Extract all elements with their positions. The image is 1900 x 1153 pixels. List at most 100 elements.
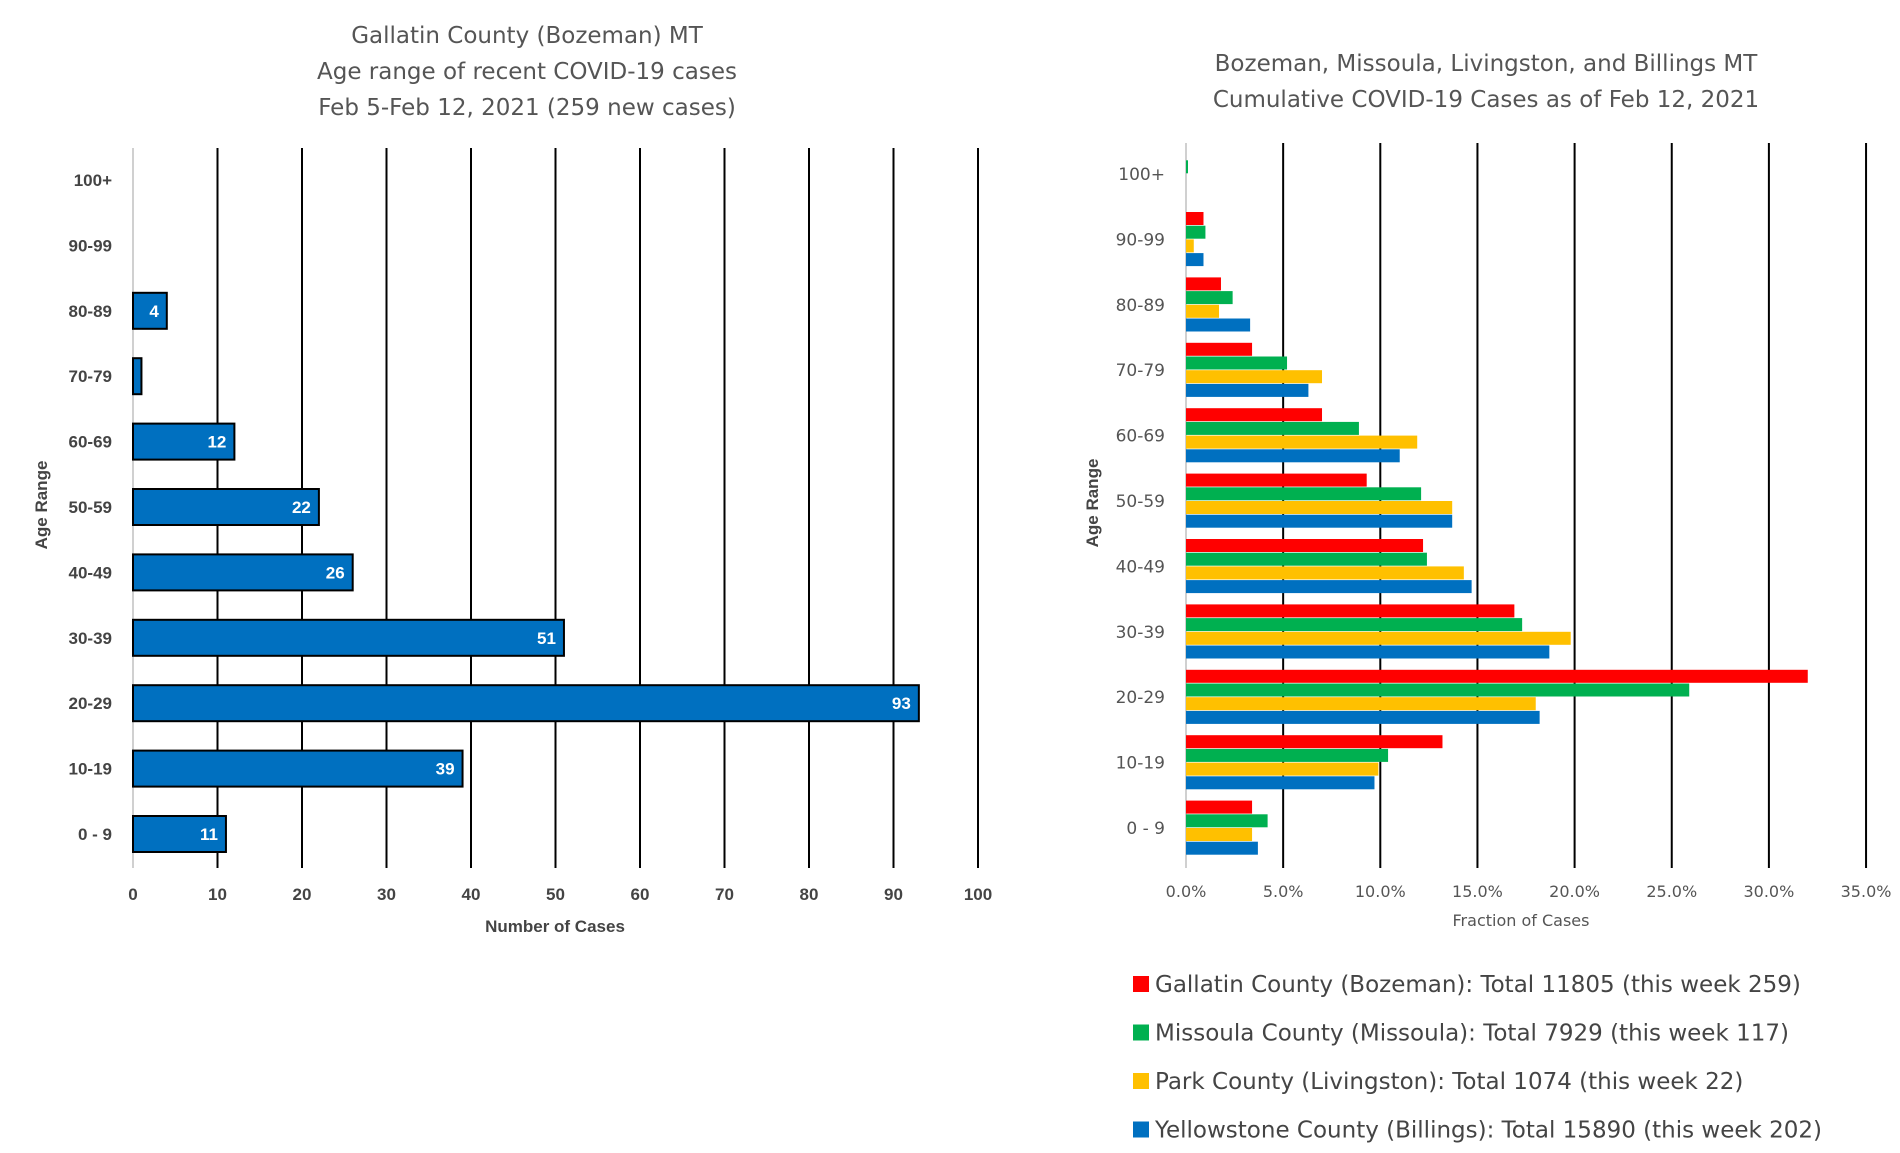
right-chart-bar [1186,697,1536,711]
left-chart-category-label: 70-79 [69,367,112,386]
left-chart-x-tick-label: 70 [715,885,734,904]
right-chart-bar [1186,435,1418,449]
left-chart-gridlines [132,148,979,868]
left-chart-data-label: 22 [292,498,311,517]
right-chart-category-label: 20-29 [1116,688,1165,708]
right-chart-bar [1186,748,1389,762]
left-chart-bar [132,749,464,788]
left-chart-x-tick-label: 30 [377,885,396,904]
right-chart-x-tick-label: 20.0% [1549,882,1600,901]
right-chart-legend: Gallatin County (Bozeman): Total 11805 (… [1133,972,1822,1144]
left-chart-y-axis-label: Age Range [32,461,51,550]
right-chart-bar [1186,253,1204,267]
right-chart-category-label: 70-79 [1116,361,1165,381]
right-chart-y-axis-label: Age Range [1083,459,1102,548]
left-chart-x-tick-label: 90 [884,885,903,904]
right-chart-bar [1186,604,1515,618]
left-chart-title-line3: Feb 5-Feb 12, 2021 (259 new cases) [318,95,736,121]
legend-entry-label: Missoula County (Missoula): Total 7929 (… [1155,1021,1789,1047]
left-chart-bar [132,488,320,526]
right-chart-x-tick-label: 15.0% [1452,882,1503,901]
left-chart-bar [132,684,920,723]
right-chart-bar [1186,710,1540,724]
right-chart-bar [1186,618,1523,632]
right-chart-category-labels: 0 - 9 10-19 20-29 30-39 40-49 50-59 60-69 70-79… [1116,165,1165,839]
left-chart-bars: 11 39 93 51 26 22 12 4 [132,291,920,853]
left-chart-x-tick-label: 20 [293,885,312,904]
right-chart-bar [1186,342,1253,356]
right-chart-bar [1186,841,1258,855]
right-chart-bar [1186,735,1443,749]
right-chart-bar [1186,762,1379,776]
right-chart-bar [1186,580,1472,594]
right-chart-bar [1186,239,1194,253]
legend-swatch [1133,976,1149,992]
right-chart-bar [1186,225,1206,239]
left-chart-category-label: 20-29 [69,694,112,713]
left-chart-title-line2: Age range of recent COVID-19 cases [317,59,737,85]
right-chart-bar [1186,291,1233,305]
right-chart-bar [1186,383,1309,397]
right-chart-x-tick-label: 0.0% [1166,882,1207,901]
right-chart-bar [1186,645,1550,659]
right-chart-bar [1186,370,1323,384]
left-chart-category-labels: 0 - 9 10-19 20-29 30-39 40-49 50-59 60-69 70-79… [69,171,113,844]
left-chart-category-label: 100+ [74,171,112,190]
left-chart-bar [132,422,236,461]
right-chart-bar [1186,683,1690,697]
right-chart-bar [1186,408,1323,422]
left-chart-bar [132,553,354,592]
right-chart-bar [1186,669,1808,683]
right-chart-title-line1: Bozeman, Missoula, Livingston, and Billi… [1215,51,1759,77]
left-chart-data-label: 4 [149,302,159,321]
left-chart-category-label: 40-49 [69,563,112,582]
legend-swatch [1133,1121,1149,1138]
right-chart-bar [1186,552,1427,566]
legend-entry-label: Gallatin County (Bozeman): Total 11805 (… [1155,972,1801,998]
right-chart-bar [1186,356,1288,370]
right-chart-x-tick-label: 5.0% [1263,882,1304,901]
right-chart-bar [1186,304,1220,318]
left-chart: Gallatin County (Bozeman) MT Age range o… [32,23,992,936]
left-chart-bar [132,357,143,396]
right-chart-category-label: 60-69 [1116,427,1165,447]
right-chart-bar [1186,487,1422,501]
right-chart-bar [1186,421,1359,435]
right-chart: Bozeman, Missoula, Livingston, and Billi… [1083,51,1891,1144]
right-chart-x-tick-label: 30.0% [1743,882,1794,901]
left-chart-x-tick-label: 50 [546,885,565,904]
left-chart-category-label: 90-99 [69,236,112,255]
left-chart-bar [132,618,565,657]
right-chart-bar [1186,814,1268,828]
left-chart-x-tick-label: 0 [128,885,137,904]
left-chart-category-label: 50-59 [69,498,112,517]
left-chart-category-label: 0 - 9 [78,825,112,844]
legend-entry-label: Park County (Livingston): Total 1074 (th… [1155,1069,1743,1095]
right-chart-bar [1186,473,1367,487]
legend-swatch [1133,1024,1149,1041]
right-chart-category-label: 90-99 [1116,230,1165,250]
left-chart-x-tick-label: 10 [208,885,227,904]
right-chart-bar [1186,566,1464,580]
left-chart-x-tick-label: 40 [462,885,481,904]
right-chart-bar [1186,212,1204,225]
right-chart-bar [1186,539,1424,552]
right-chart-category-label: 50-59 [1116,492,1165,512]
right-chart-bars [1186,160,1808,855]
right-chart-x-tick-label: 35.0% [1841,882,1892,901]
right-chart-bar [1186,501,1453,514]
left-chart-x-axis-label: Number of Cases [485,917,625,936]
left-chart-bar [132,815,227,853]
right-chart-bar [1186,828,1253,841]
right-chart-category-label: 80-89 [1116,296,1165,316]
left-chart-x-tick-label: 100 [964,885,992,904]
right-chart-category-label: 100+ [1118,165,1165,185]
left-chart-x-tick-label: 60 [631,885,650,904]
left-chart-category-label: 60-69 [69,433,112,452]
right-chart-category-label: 30-39 [1116,623,1165,643]
right-chart-category-label: 40-49 [1116,557,1165,577]
left-chart-data-label: 12 [207,433,226,452]
left-chart-category-label: 30-39 [69,629,112,648]
left-chart-x-tick-label: 80 [800,885,819,904]
